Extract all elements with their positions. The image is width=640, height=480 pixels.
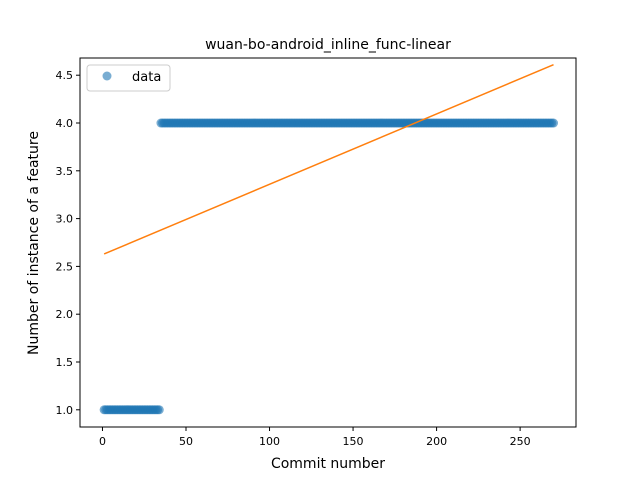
y-tick-label: 2.0 [56,308,74,321]
linear-fit-line [103,64,554,255]
x-tick-label: 150 [343,435,364,448]
y-tick-label: 3.0 [56,213,74,226]
x-tick-label: 250 [510,435,531,448]
x-tick-label: 200 [426,435,447,448]
x-tick-label: 100 [259,435,280,448]
legend-entry-data: data [132,70,161,85]
chart-title: wuan-bo-android_inline_func-linear [205,37,451,53]
x-tick-label: 0 [99,435,106,448]
legend-marker [102,71,112,81]
data-point [154,405,164,415]
y-tick-label: 2.5 [56,260,74,273]
y-tick-label: 4.0 [56,117,74,130]
legend: data [86,64,171,92]
axes-frame [79,57,577,428]
data-point [549,118,559,128]
plot-layer [99,64,559,415]
legend-box [86,64,171,92]
y-tick-label: 1.0 [56,404,74,417]
y-tick-label: 4.5 [56,69,74,82]
ticks-layer: 0 50 100 150 200 250 1.0 1.5 2.0 2.5 3.0 3.5 4.0 4.5 [56,69,531,448]
y-tick-label: 3.5 [56,165,74,178]
x-axis-label: Commit number [271,456,385,472]
y-tick-label: 1.5 [56,356,74,369]
x-tick-label: 50 [179,435,193,448]
y-axis-label: Number of instance of a feature [26,131,42,355]
